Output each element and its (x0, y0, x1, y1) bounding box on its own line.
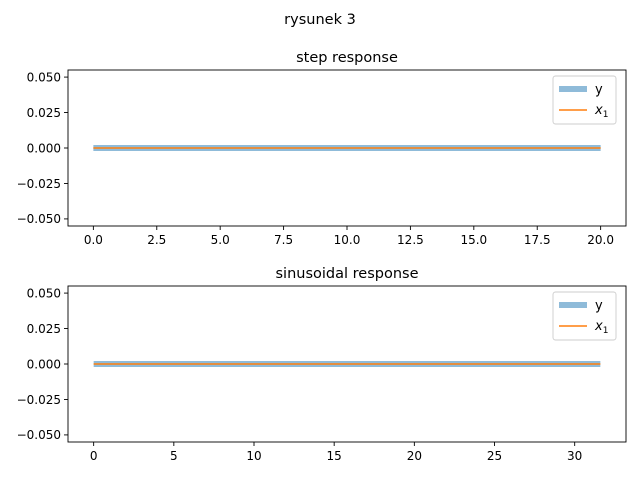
x-tick-label: 5 (170, 449, 178, 463)
x-tick-label: 15 (327, 449, 342, 463)
x-tick-label: 20.0 (587, 233, 614, 247)
x-tick-label: 2.5 (147, 233, 166, 247)
axes-step-response: step response 0.0 2.5 5.0 7.5 10.0 12.5 15.0 17.… (17, 50, 627, 247)
legend: yx1 (552, 75, 617, 125)
y-tick-label: 0.025 (27, 106, 61, 120)
y-tick-label: 0.000 (27, 357, 61, 371)
x-tick-label: 15.0 (460, 233, 487, 247)
x-tick-label: 17.5 (524, 233, 551, 247)
axes-sinusoidal-response: sinusoidal response 0 5 10 15 20 25 30 −0.050 −0.… (17, 266, 627, 463)
legend-label-x1: x1 (594, 319, 608, 336)
y-tick-label: −0.050 (17, 212, 61, 226)
figure-suptitle: rysunek 3 (284, 12, 356, 28)
chart-title: sinusoidal response (275, 266, 418, 282)
x-tick-label: 5.0 (211, 233, 230, 247)
legend-label-x1: x1 (594, 103, 608, 120)
x-tick-label: 25 (487, 449, 502, 463)
x-tick-label: 7.5 (274, 233, 293, 247)
x-tick-label: 10.0 (334, 233, 361, 247)
legend-label-x1-main: x (594, 319, 603, 334)
legend-label-x1-sub: 1 (603, 326, 609, 336)
y-tick-label: 0.050 (27, 286, 61, 300)
y-tick-label: 0.050 (27, 70, 61, 84)
y-tick-label: 0.000 (27, 141, 61, 155)
legend-label-y: y (595, 83, 603, 98)
y-tick-label: −0.025 (17, 393, 61, 407)
legend-label-y: y (595, 299, 603, 314)
y-tick-label: 0.025 (27, 322, 61, 336)
x-tick-label: 0 (90, 449, 98, 463)
legend: yx1 (552, 291, 617, 341)
y-tick-label: −0.025 (17, 177, 61, 191)
x-tick-label: 0.0 (84, 233, 103, 247)
x-tick-label: 12.5 (397, 233, 424, 247)
y-tick-label: −0.050 (17, 428, 61, 442)
chart-title: step response (296, 50, 398, 66)
x-tick-label: 20 (407, 449, 422, 463)
x-tick-label: 30 (567, 449, 582, 463)
x-tick-label: 10 (246, 449, 261, 463)
legend-label-x1-main: x (594, 103, 603, 118)
legend-label-x1-sub: 1 (603, 110, 609, 120)
